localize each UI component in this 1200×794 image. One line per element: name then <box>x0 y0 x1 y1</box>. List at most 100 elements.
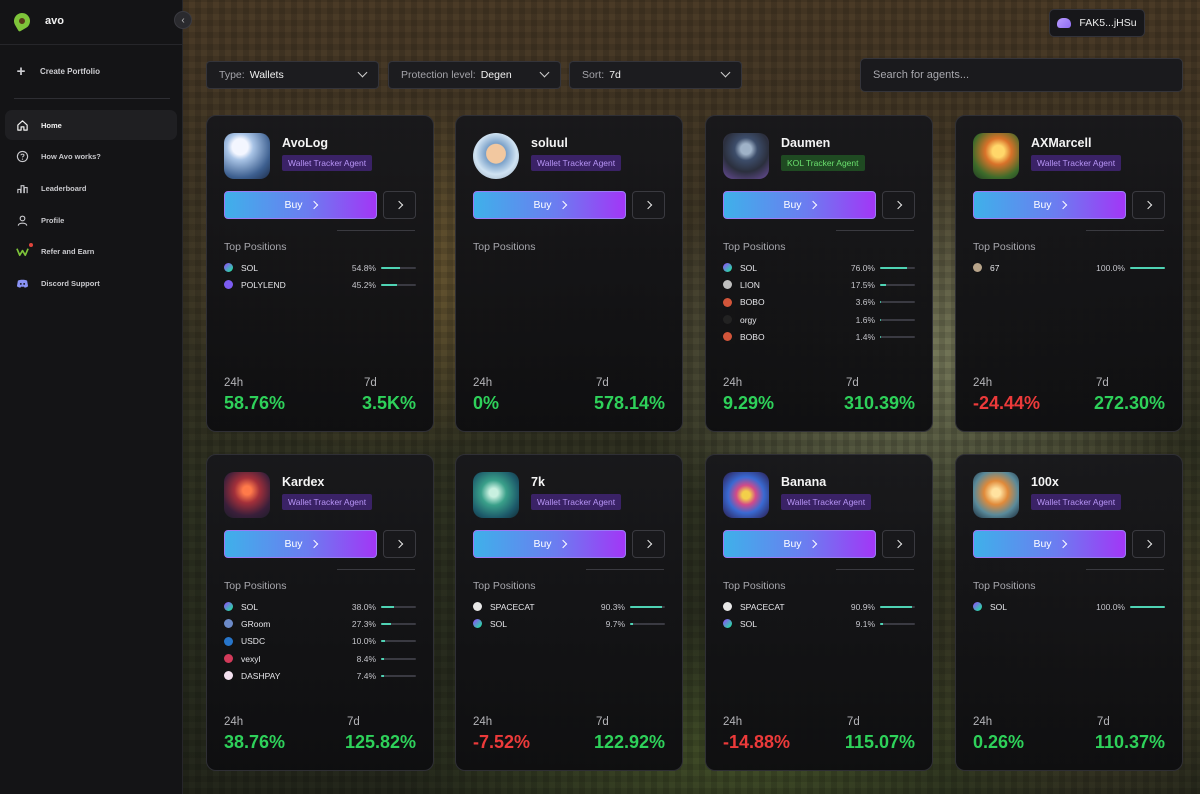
protection-level-dropdown[interactable]: Protection level: Degen <box>388 61 561 89</box>
label-24h: 24h <box>723 716 743 728</box>
agent-avatar[interactable] <box>973 472 1019 518</box>
agent-avatar[interactable] <box>224 133 270 179</box>
sidebar-item-how-avo-works[interactable]: How Avo works? <box>5 142 177 172</box>
position-row[interactable]: SOL 54.8% <box>224 259 416 276</box>
position-bar <box>880 605 915 608</box>
filter-label: Protection level: <box>401 69 476 81</box>
buy-button[interactable]: Buy <box>723 530 876 558</box>
position-row[interactable]: SPACECAT 90.3% <box>473 598 665 615</box>
agent-name[interactable]: AvoLog <box>282 136 329 150</box>
position-row[interactable]: BOBO 1.4% <box>723 328 915 345</box>
create-portfolio-button[interactable]: + Create Portfolio <box>14 63 100 80</box>
position-bar <box>381 266 416 269</box>
position-percent: 45.2% <box>351 279 376 290</box>
position-row[interactable]: DASHPAY 7.4% <box>224 667 416 684</box>
agent-card: 100x Wallet Tracker Agent Buy Top Positions… <box>955 454 1183 771</box>
sidebar-nav: Home How Avo works? Leaderboard Profile <box>5 110 177 300</box>
position-bar <box>381 657 416 660</box>
chevron-right-icon <box>558 539 567 549</box>
agent-details-button[interactable] <box>632 191 665 219</box>
agent-avatar[interactable] <box>473 472 519 518</box>
agent-details-button[interactable] <box>1132 530 1165 558</box>
sort-dropdown[interactable]: Sort: 7d <box>569 61 742 89</box>
buy-button[interactable]: Buy <box>973 530 1126 558</box>
chevron-down-icon <box>539 67 550 78</box>
agent-search <box>860 58 1183 92</box>
agent-details-button[interactable] <box>383 530 416 558</box>
position-row[interactable]: SOL 76.0% <box>723 259 915 276</box>
agent-name[interactable]: AXMarcell <box>1031 136 1092 150</box>
agent-card: soluul Wallet Tracker Agent Buy Top Positio… <box>455 115 683 432</box>
position-row[interactable]: SOL 38.0% <box>224 598 416 615</box>
search-input[interactable] <box>861 59 1182 91</box>
sidebar-item-discord-support[interactable]: Discord Support <box>5 268 177 298</box>
agent-avatar[interactable] <box>723 472 769 518</box>
position-row[interactable]: USDC 10.0% <box>224 633 416 650</box>
sidebar-item-home[interactable]: Home <box>5 110 177 140</box>
groom-icon <box>224 619 233 629</box>
agent-details-button[interactable] <box>632 530 665 558</box>
buy-label: Buy <box>783 199 802 211</box>
vexyl-icon <box>224 654 233 664</box>
agent-name[interactable]: 100x <box>1031 475 1059 489</box>
section-divider <box>337 230 415 231</box>
agent-avatar[interactable] <box>723 133 769 179</box>
change-24h: 0.26% <box>973 732 1025 752</box>
agent-name[interactable]: Banana <box>781 475 827 489</box>
leaderboard-icon <box>15 181 29 195</box>
agent-details-button[interactable] <box>882 530 915 558</box>
collapse-sidebar-button[interactable]: ‹ <box>174 11 192 29</box>
label-7d: 7d <box>846 716 860 728</box>
position-percent: 100.0% <box>1096 262 1125 273</box>
position-row[interactable]: BOBO 3.6% <box>723 294 915 311</box>
type-filter-dropdown[interactable]: Type: Wallets <box>206 61 379 89</box>
sidebar-item-refer-and-earn[interactable]: Refer and Earn <box>5 237 177 267</box>
wallet-button[interactable]: FAK5...jHSu <box>1049 9 1145 37</box>
agent-type-badge: Wallet Tracker Agent <box>282 494 373 510</box>
agent-avatar[interactable] <box>224 472 270 518</box>
buy-button[interactable]: Buy <box>224 191 377 219</box>
position-row[interactable]: LION 17.5% <box>723 276 915 293</box>
position-percent: 76.0% <box>850 262 875 273</box>
position-row[interactable]: vexyl 8.4% <box>224 650 416 667</box>
top-positions-title: Top Positions <box>224 580 287 592</box>
position-bar-fill <box>381 622 391 625</box>
position-bar <box>381 605 416 608</box>
position-row[interactable]: orgy 1.6% <box>723 311 915 328</box>
agent-name[interactable]: Kardex <box>282 475 325 489</box>
position-row[interactable]: SOL 9.7% <box>473 615 665 632</box>
sidebar-item-profile[interactable]: Profile <box>5 205 177 235</box>
agent-details-button[interactable] <box>1132 191 1165 219</box>
agent-avatar[interactable] <box>973 133 1019 179</box>
position-row[interactable]: SPACECAT 90.9% <box>723 598 915 615</box>
position-row[interactable]: 67 100.0% <box>973 259 1165 276</box>
agent-details-button[interactable] <box>383 191 416 219</box>
buy-button[interactable]: Buy <box>473 530 626 558</box>
position-row[interactable]: SOL 9.1% <box>723 615 915 632</box>
agent-name[interactable]: Daumen <box>781 136 831 150</box>
sol-icon <box>224 602 233 612</box>
position-bar <box>630 605 665 608</box>
brand[interactable]: avo <box>11 10 64 32</box>
sidebar-separator <box>14 98 170 99</box>
buy-label: Buy <box>284 199 303 211</box>
position-row[interactable]: SOL 100.0% <box>973 598 1165 615</box>
buy-button[interactable]: Buy <box>224 530 377 558</box>
section-divider <box>1086 230 1164 231</box>
position-percent: 8.4% <box>356 653 376 664</box>
agent-details-button[interactable] <box>882 191 915 219</box>
position-row[interactable]: GRoom 27.3% <box>224 615 416 632</box>
buy-button[interactable]: Buy <box>473 191 626 219</box>
change-7d: 125.82% <box>344 732 416 752</box>
filter-value: Degen <box>480 69 512 81</box>
buy-button[interactable]: Buy <box>973 191 1126 219</box>
position-bar <box>880 266 915 269</box>
agent-name[interactable]: soluul <box>531 136 568 150</box>
agent-name[interactable]: 7k <box>531 475 545 489</box>
agent-avatar[interactable] <box>473 133 519 179</box>
position-token: LION <box>740 279 760 290</box>
buy-button[interactable]: Buy <box>723 191 876 219</box>
position-row[interactable]: POLYLEND 45.2% <box>224 276 416 293</box>
sidebar-item-leaderboard[interactable]: Leaderboard <box>5 173 177 203</box>
position-token: SOL <box>990 601 1008 612</box>
